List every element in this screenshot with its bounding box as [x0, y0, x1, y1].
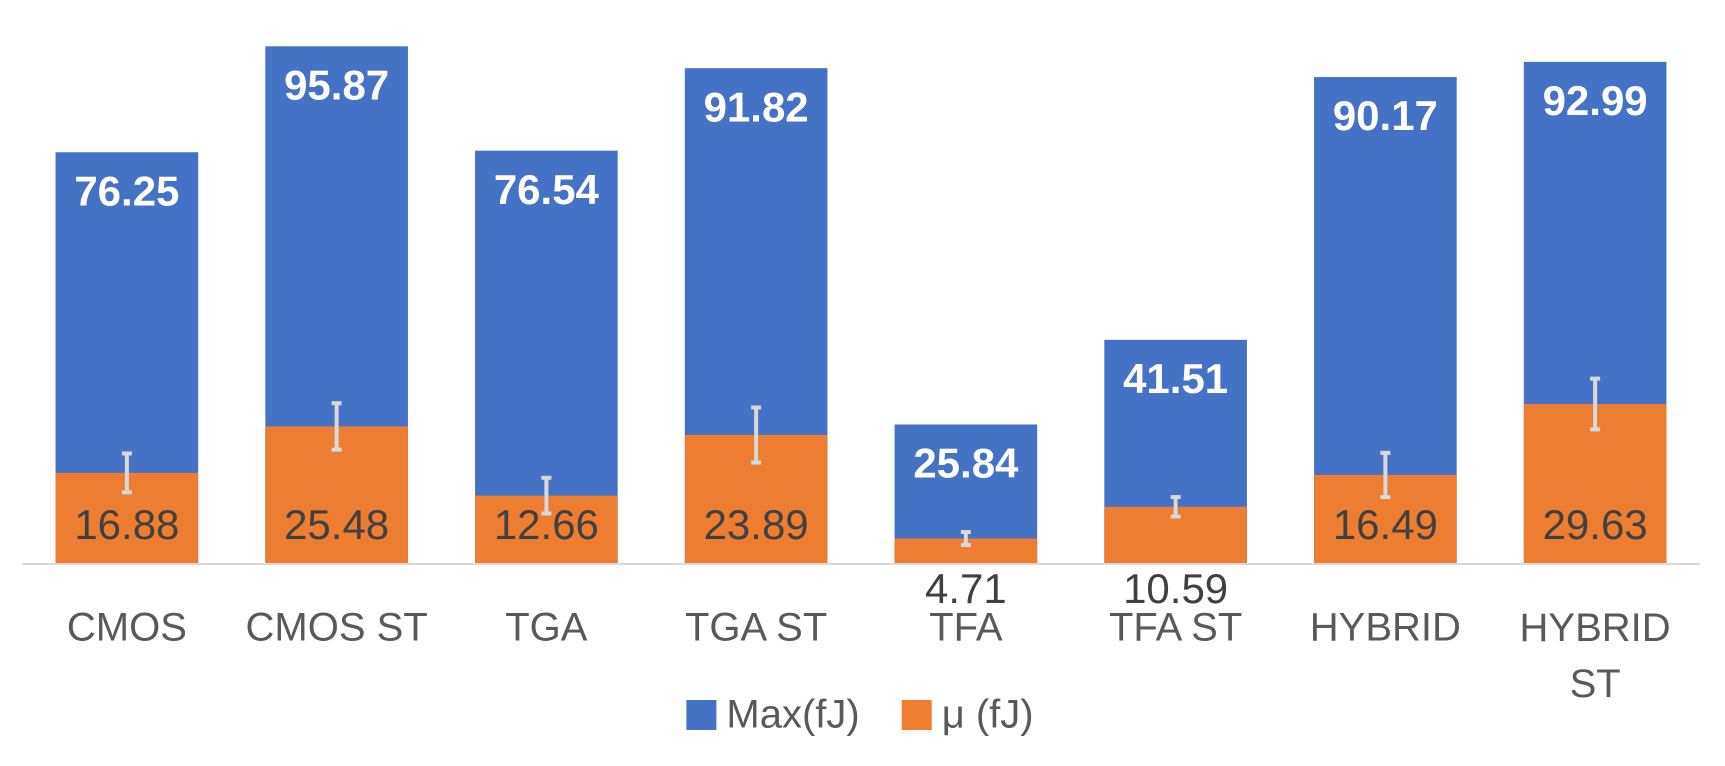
value-label: 25.48 [284, 501, 389, 548]
x-tick-label: TFA ST [1109, 606, 1242, 650]
error-bar [1590, 376, 1601, 432]
value-label: 10.59 [1123, 565, 1228, 612]
legend-label: Max(fJ) [726, 693, 859, 737]
legend-swatch [686, 700, 717, 730]
error-bar [751, 405, 762, 465]
error-bar [331, 401, 342, 452]
x-tick-label: TGA ST [685, 606, 827, 650]
x-tick-label: HYBRID [1310, 606, 1461, 650]
x-tick-label: TGA [505, 606, 588, 650]
x-tick-label: CMOS ST [246, 606, 428, 650]
x-tick-label: CMOS [67, 606, 187, 650]
value-label: 92.99 [1543, 77, 1648, 124]
value-label: 16.88 [74, 501, 179, 548]
value-label: 16.49 [1333, 501, 1438, 548]
x-tick-label: TFA [929, 606, 1003, 650]
value-label: 29.63 [1543, 501, 1648, 548]
error-bar [1170, 495, 1181, 519]
value-label: 25.84 [913, 440, 1019, 487]
error-bar [541, 475, 552, 516]
value-label: 41.51 [1123, 355, 1228, 402]
value-label: 91.82 [704, 83, 809, 130]
value-label: 23.89 [704, 501, 809, 548]
value-label: 90.17 [1333, 92, 1438, 139]
error-bar [960, 530, 971, 548]
x-tick-label: HYBRID ST [1520, 606, 1671, 706]
value-label: 76.54 [494, 166, 600, 213]
value-label: 4.71 [925, 565, 1007, 612]
value-label: 76.25 [74, 167, 179, 214]
value-label: 95.87 [284, 61, 389, 108]
error-bar [1380, 450, 1391, 500]
legend-swatch [901, 700, 932, 730]
legend-label: μ (fJ) [942, 693, 1034, 737]
error-bar [121, 451, 132, 495]
